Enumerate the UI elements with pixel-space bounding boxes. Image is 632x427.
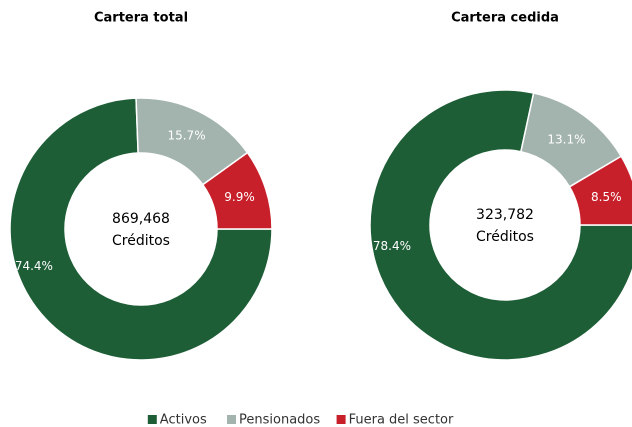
legend-swatch	[227, 415, 236, 424]
legend-label: Pensionados	[239, 413, 320, 427]
value-label: 78.4%	[373, 239, 411, 253]
center-label: Créditos	[476, 229, 534, 245]
donut-slice	[568, 155, 632, 226]
value-label: 13.1%	[547, 132, 585, 146]
value-label: 15.7%	[167, 129, 205, 143]
center-label: 869,468	[112, 211, 170, 227]
donut-slice	[201, 151, 273, 230]
legend-swatch	[147, 415, 157, 424]
legend-label: Activos	[160, 413, 207, 427]
chart-title: Cartera total	[94, 11, 188, 26]
chart-title: Cartera cedida	[451, 11, 559, 26]
center-label: 323,782	[476, 207, 534, 223]
value-label: 9.9%	[224, 190, 255, 204]
center-label: Créditos	[112, 233, 170, 249]
value-label: 8.5%	[591, 190, 622, 204]
legend-label: Fuera del sector	[349, 413, 454, 427]
donut-slice	[369, 89, 632, 361]
value-label: 74.4%	[15, 259, 53, 273]
donut-slice	[9, 97, 273, 361]
legend-swatch	[336, 415, 346, 424]
